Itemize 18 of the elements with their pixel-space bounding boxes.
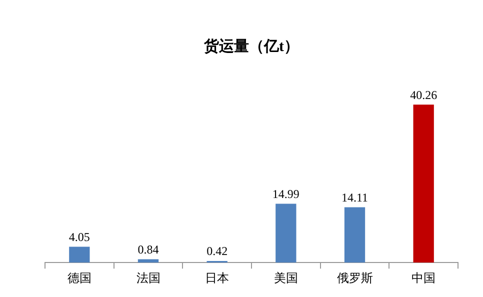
x-tick-label: 德国 bbox=[67, 270, 92, 285]
bar bbox=[69, 246, 90, 263]
data-label: 14.11 bbox=[341, 190, 368, 204]
bar bbox=[276, 204, 296, 263]
x-tick-label: 美国 bbox=[274, 270, 298, 285]
bar bbox=[138, 259, 159, 263]
x-tick-label: 俄罗斯 bbox=[336, 270, 373, 285]
x-tick-label: 法国 bbox=[136, 270, 160, 285]
data-label: 40.26 bbox=[410, 88, 438, 102]
x-tick-label: 中国 bbox=[412, 270, 436, 285]
data-label: 4.05 bbox=[68, 230, 90, 244]
x-tick-label: 日本 bbox=[205, 270, 230, 285]
data-label: 0.84 bbox=[138, 242, 159, 256]
bar bbox=[344, 207, 366, 263]
bar bbox=[413, 104, 434, 263]
data-label: 0.42 bbox=[206, 244, 228, 258]
data-label: 14.99 bbox=[272, 186, 300, 201]
chart-title: 货运量（亿t） bbox=[203, 38, 299, 55]
